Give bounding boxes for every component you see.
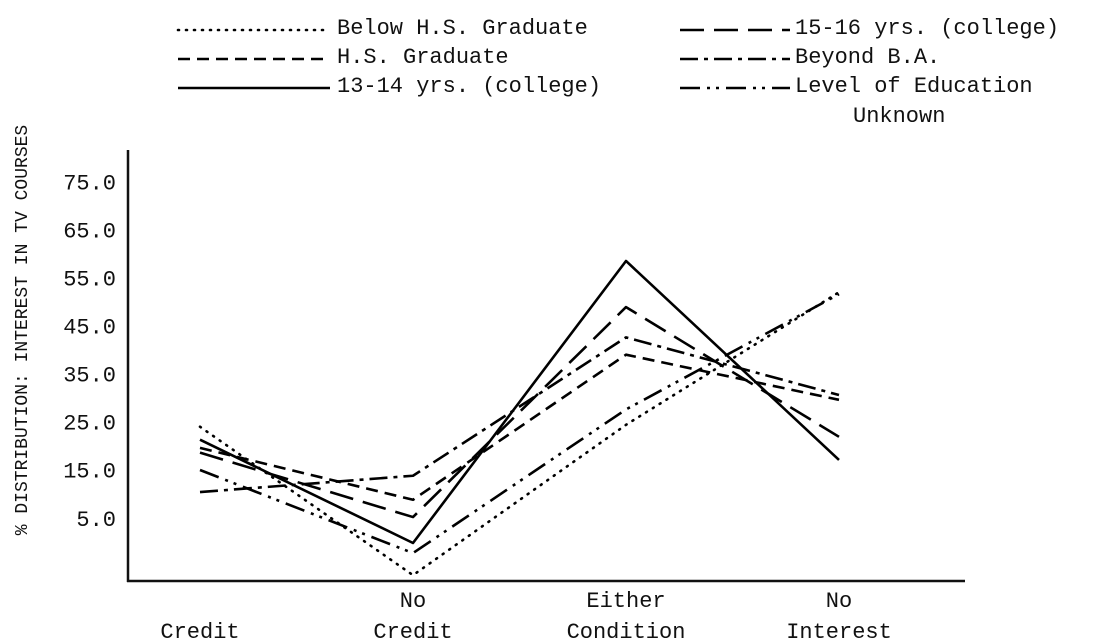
series-line [198, 290, 841, 577]
y-tick-label: 65.0 [63, 219, 116, 244]
legend-label: H.S. Graduate [337, 45, 509, 70]
y-axis-label: % DISTRIBUTION: INTEREST IN TV COURSES [13, 125, 33, 535]
y-tick-label: 25.0 [63, 412, 116, 437]
y-tick-label: 15.0 [63, 460, 116, 485]
y-tick-label: 55.0 [63, 268, 116, 293]
series-line [199, 259, 840, 545]
y-tick-label: 75.0 [63, 171, 116, 196]
series-line [199, 353, 840, 502]
legend-label: Below H.S. Graduate [337, 16, 588, 41]
y-tick-label: 5.0 [76, 508, 116, 533]
y-tick-label: 45.0 [63, 316, 116, 341]
x-tick-label: Either Condition [567, 589, 686, 644]
series-line [199, 292, 840, 555]
x-tick-label: No Credit [373, 589, 452, 644]
legend-label: Level of Education Unknown [795, 74, 1033, 129]
x-tick-label: No Interest [786, 589, 892, 644]
y-tick-label: 35.0 [63, 364, 116, 389]
x-tick-label: Credit [160, 620, 239, 644]
series-line [199, 336, 840, 494]
legend-label: 13-14 yrs. (college) [337, 74, 601, 99]
legend-label: Beyond B.A. [795, 45, 940, 70]
legend-label: 15-16 yrs. (college) [795, 16, 1059, 41]
